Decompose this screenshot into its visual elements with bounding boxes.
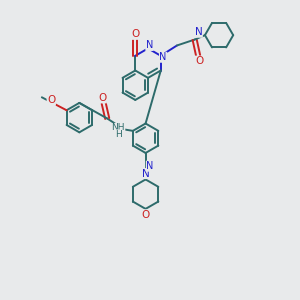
Text: N: N xyxy=(146,161,154,171)
Text: H: H xyxy=(115,130,122,139)
Text: N: N xyxy=(142,169,150,178)
Text: O: O xyxy=(196,56,204,66)
Text: O: O xyxy=(131,29,140,39)
Text: N: N xyxy=(146,40,153,50)
Text: O: O xyxy=(142,210,150,220)
Text: O: O xyxy=(47,95,56,105)
Text: N: N xyxy=(159,52,167,62)
Text: NH: NH xyxy=(111,123,125,132)
Text: O: O xyxy=(98,93,106,103)
Text: N: N xyxy=(195,27,202,37)
